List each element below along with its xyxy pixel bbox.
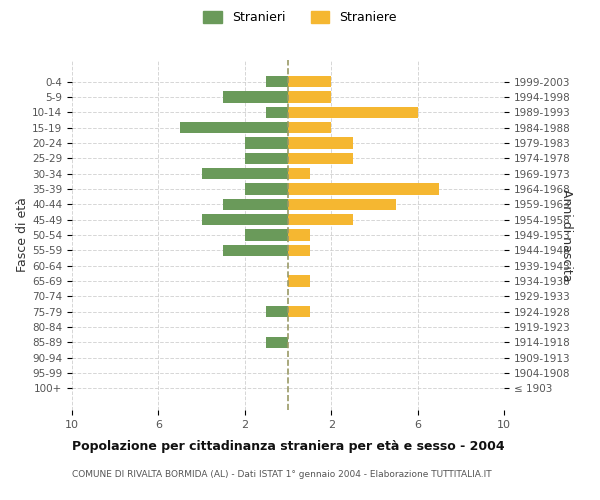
Bar <box>288 168 310 179</box>
Y-axis label: Anni di nascita: Anni di nascita <box>560 188 573 281</box>
Bar <box>288 276 310 287</box>
Bar <box>245 229 288 241</box>
Y-axis label: Fasce di età: Fasce di età <box>16 198 29 272</box>
Bar <box>288 244 310 256</box>
Text: COMUNE DI RIVALTA BORMIDA (AL) - Dati ISTAT 1° gennaio 2004 - Elaborazione TUTTI: COMUNE DI RIVALTA BORMIDA (AL) - Dati IS… <box>72 470 491 479</box>
Bar <box>288 122 331 134</box>
Bar <box>245 183 288 194</box>
Bar <box>266 306 288 318</box>
Legend: Stranieri, Straniere: Stranieri, Straniere <box>198 6 402 29</box>
Bar <box>266 106 288 118</box>
Bar <box>223 91 288 102</box>
Bar <box>288 198 396 210</box>
Bar <box>202 214 288 226</box>
Bar <box>180 122 288 134</box>
Bar <box>266 76 288 88</box>
Bar <box>288 76 331 88</box>
Bar <box>288 137 353 148</box>
Bar <box>288 91 331 102</box>
Bar <box>223 244 288 256</box>
Bar <box>288 106 418 118</box>
Bar <box>266 336 288 348</box>
Bar <box>202 168 288 179</box>
Bar <box>288 214 353 226</box>
Bar <box>288 152 353 164</box>
Text: Popolazione per cittadinanza straniera per età e sesso - 2004: Popolazione per cittadinanza straniera p… <box>72 440 505 453</box>
Bar <box>288 306 310 318</box>
Bar <box>245 152 288 164</box>
Bar <box>288 229 310 241</box>
Bar <box>288 183 439 194</box>
Bar <box>245 137 288 148</box>
Bar <box>223 198 288 210</box>
